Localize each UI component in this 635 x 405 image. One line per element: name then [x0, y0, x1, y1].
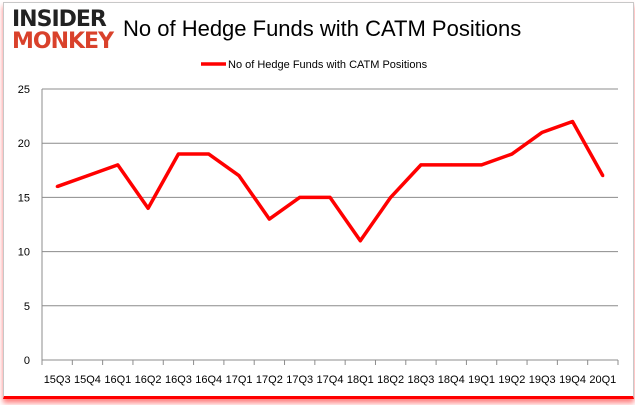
data-point	[176, 152, 180, 156]
x-tick-label: 18Q3	[407, 374, 434, 386]
x-tick-label: 16Q1	[104, 374, 131, 386]
x-tick-label: 17Q4	[317, 374, 344, 386]
x-tick-label: 19Q3	[529, 374, 556, 386]
x-tick-label: 17Q3	[286, 374, 313, 386]
data-point	[389, 195, 393, 199]
data-point	[480, 163, 484, 167]
y-tick-label: 25	[18, 84, 30, 96]
legend-label: No of Hedge Funds with CATM Positions	[228, 59, 428, 71]
data-point	[358, 239, 362, 243]
data-point	[419, 163, 423, 167]
data-point	[55, 185, 59, 189]
x-tick-label: 18Q1	[347, 374, 374, 386]
data-point	[207, 152, 211, 156]
x-tick-label: 16Q3	[165, 374, 192, 386]
x-tick-label: 15Q4	[74, 374, 101, 386]
y-tick-label: 5	[24, 301, 30, 313]
x-tick-label: 18Q2	[377, 374, 404, 386]
series-line	[56, 119, 605, 243]
x-tick-label: 19Q1	[468, 374, 495, 386]
x-tick-label: 20Q1	[589, 374, 616, 386]
data-point	[267, 217, 271, 221]
x-tick-label: 18Q4	[438, 374, 465, 386]
data-point	[601, 174, 605, 178]
chart-title: No of Hedge Funds with CATM Positions	[123, 16, 522, 41]
data-point	[237, 174, 241, 178]
y-tick-label: 20	[18, 138, 30, 150]
y-tick-label: 0	[24, 355, 30, 367]
insider-monkey-logo: INSIDER MONKEY	[12, 7, 114, 54]
x-tick-label: 15Q3	[44, 374, 71, 386]
x-tick-label: 17Q1	[226, 374, 253, 386]
x-tick-label: 19Q4	[559, 374, 586, 386]
y-tick-label: 15	[18, 192, 30, 204]
data-point	[116, 163, 120, 167]
data-point	[146, 206, 150, 210]
data-point	[571, 120, 575, 124]
data-point	[328, 195, 332, 199]
data-point	[510, 152, 514, 156]
x-tick-label: 19Q2	[498, 374, 525, 386]
y-tick-label: 10	[18, 247, 30, 259]
data-point	[298, 195, 302, 199]
data-point	[449, 163, 453, 167]
chart-frame: INSIDER MONKEY No of Hedge Funds with CA…	[3, 2, 634, 399]
data-point	[85, 174, 89, 178]
data-point	[540, 130, 544, 134]
x-tick-label: 16Q4	[195, 374, 222, 386]
x-tick-label: 17Q2	[256, 374, 283, 386]
x-tick-label: 16Q2	[135, 374, 162, 386]
